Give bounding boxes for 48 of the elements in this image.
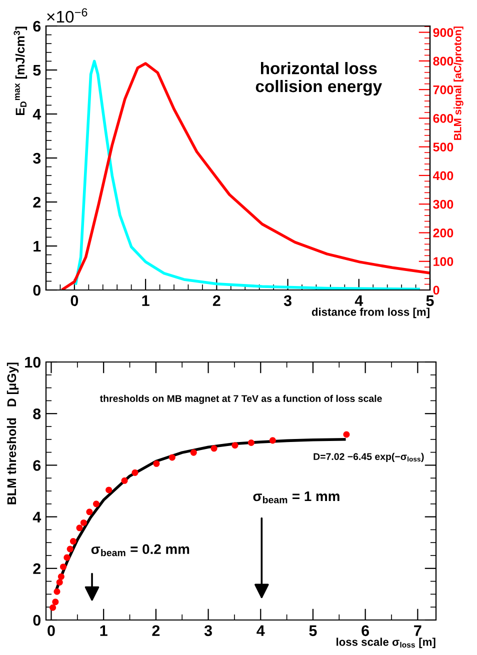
y2-tick-label: 100 [434, 257, 454, 266]
y2-tick-label: 800 [433, 56, 454, 66]
annotation: σ$_{beam}$ = 0.2 mm [91, 544, 190, 556]
y-tick-label: 10 [25, 356, 41, 368]
x-tick-label: 7 [414, 625, 422, 636]
x-tick-label: 1 [100, 625, 108, 636]
y2-tick-label: 400 [432, 171, 454, 180]
x-axis-title: distance from loss [m] [312, 308, 430, 318]
x-tick-label: 3 [204, 625, 212, 636]
y2-tick-label: 900 [433, 28, 454, 37]
x-tick-label: 6 [362, 625, 370, 636]
y-tick-label: 6 [33, 460, 41, 471]
x-tick-label: 4 [256, 625, 265, 636]
x-tick-label: 0 [70, 295, 78, 306]
x-tick-label: 5 [309, 625, 317, 636]
y-tick-label: 2 [33, 196, 41, 208]
y-tick-label: 0 [33, 284, 41, 296]
y2-tick-label: 500 [433, 142, 454, 152]
y-tick-label: 4 [32, 109, 42, 120]
y-tick-label: 0 [33, 614, 41, 626]
y-tick-label: 4 [32, 512, 42, 522]
y-tick-label: 3 [32, 152, 41, 164]
y-tick-label: 5 [33, 65, 41, 76]
x-tick-label: 3 [284, 295, 292, 306]
text: ×10$^{−6}$ [47, 8, 88, 23]
y2-axis-title: BLM signal [aC/proton] [454, 26, 464, 140]
x-tick-label: 2 [152, 625, 160, 636]
annotation: σ$_{beam}$ = 1 mm [253, 491, 340, 504]
y-axis-title: E$_{D}$$^{max}$ [mJ/cm$^{3}$] [14, 26, 28, 116]
y-tick-label: 6 [33, 20, 41, 32]
y2-tick-label: 600 [433, 114, 454, 123]
y2-tick-label: 0 [433, 286, 440, 295]
x-tick-label: 2 [212, 295, 220, 306]
x-tick-label: 0 [48, 625, 55, 636]
annotation: D=7.02 −6.45 exp(−σ$_{loss}$) [314, 452, 424, 462]
x-tick-label: 5 [426, 295, 434, 306]
annotation: thresholds on MB magnet at 7 TeV as a function of loss scale [100, 394, 382, 404]
y-axis-title: BLM threshold D [μGy] [6, 362, 19, 504]
y-tick-label: 2 [33, 563, 41, 574]
x-tick-label: 1 [142, 295, 150, 306]
annotation: horizontal loss collision energy [256, 62, 382, 96]
y-tick-label: 1 [34, 241, 41, 252]
y2-tick-label: 700 [433, 85, 454, 94]
y-tick-label: 8 [33, 408, 41, 420]
y2-tick-label: 300 [433, 200, 454, 209]
y2-tick-label: 200 [433, 228, 454, 238]
x-axis-title: loss scale σ$_{loss}$ [m] [336, 638, 436, 648]
x-tick-label: 4 [354, 295, 364, 306]
